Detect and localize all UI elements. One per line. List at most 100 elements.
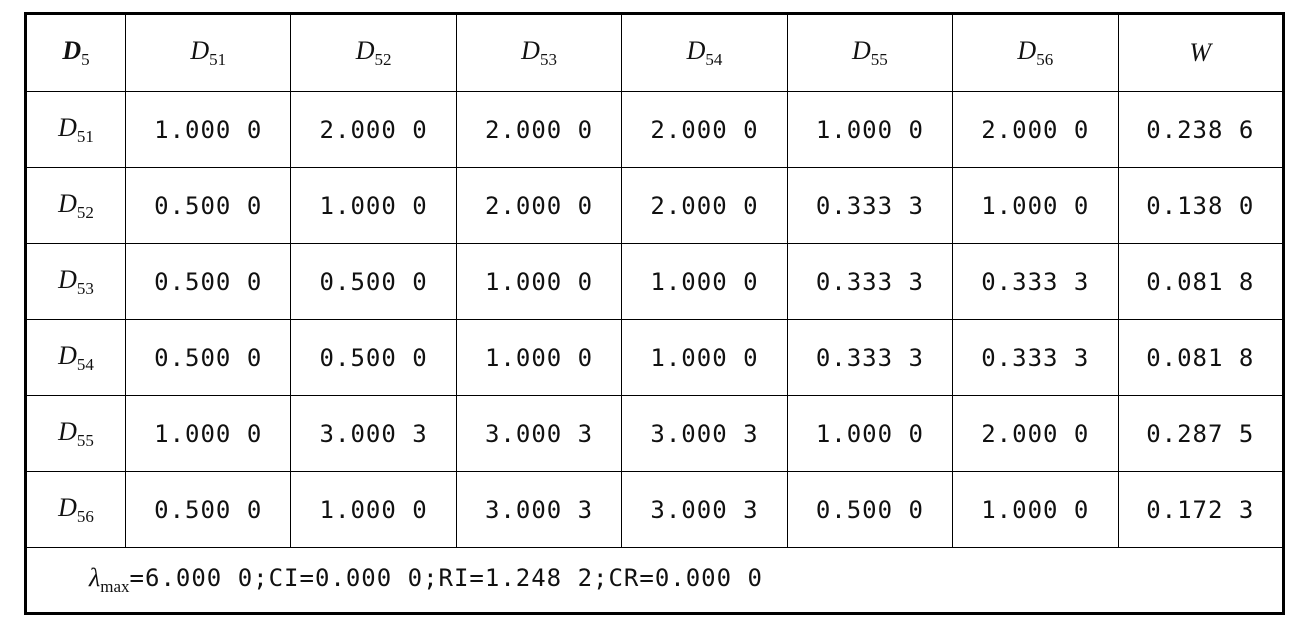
value-cell: 0.138 0 [1117,167,1285,244]
value: 1.000 0 [319,495,428,524]
value: 0.138 0 [1146,191,1255,220]
value: 1.000 0 [484,267,594,296]
value-cell: 3.000 3 [455,395,623,472]
value-cell: 2.000 0 [290,91,457,168]
header-cell: D51 [124,13,292,92]
value: 3.000 3 [484,419,594,448]
header-cell: W [1117,13,1285,92]
row-label: D52 [25,167,126,244]
value: 0.238 6 [1146,115,1255,144]
value-cell: 0.287 5 [1117,395,1285,472]
value-cell: 3.000 3 [621,471,788,548]
symbol: D [58,416,77,446]
value: 1.000 0 [650,343,759,372]
value-cell: 1.000 0 [952,471,1119,548]
value-cell: 1.000 0 [786,91,954,168]
header-cell: D53 [455,13,623,92]
symbol: D [686,36,706,65]
table-body: D5 D51 D52 D53 D54 D55 D56 W D51 1.000 0 2.000 0 2.… [25,13,1285,614]
row-label: D55 [25,395,126,472]
value-cell: 1.000 0 [290,167,457,244]
value-cell: 0.172 3 [1117,471,1285,548]
symbol: D [58,340,77,370]
symbol: D [355,36,375,65]
value: 3.000 3 [650,419,759,448]
symbol: D [58,264,77,294]
value: 0.333 3 [815,343,924,372]
subscript: 54 [76,354,94,374]
value-cell: 1.000 0 [952,167,1119,244]
value: 2.000 0 [981,419,1090,448]
symbol: D [58,188,77,218]
value: 2.000 0 [484,191,594,220]
value: 0.500 0 [154,343,263,372]
matrix-table: D5 D51 D52 D53 D54 D55 D56 W D51 1.000 0 2.000 0 2.… [24,12,1285,615]
value: 0.500 0 [319,267,428,296]
subscript: 51 [209,50,227,69]
symbol: W [1189,38,1212,67]
value-cell: 0.500 0 [124,243,292,320]
subscript: 53 [76,278,94,298]
value: 1.000 0 [154,419,263,448]
value-cell: 1.000 0 [621,319,788,396]
value-cell: 1.000 0 [124,395,292,472]
subscript: 5 [81,50,90,69]
subscript: max [100,577,130,596]
value-cell: 0.333 3 [952,319,1119,396]
data-row: D52 0.500 0 1.000 0 2.000 0 2.000 0 0.333 3 1.… [25,167,1285,244]
data-row: D54 0.500 0 0.500 0 1.000 0 1.000 0 0.333 3 0.… [25,319,1285,396]
value: 0.333 3 [815,267,924,296]
value-cell: 1.000 0 [455,319,623,396]
value: 1.000 0 [981,191,1090,220]
value-cell: 0.333 3 [786,319,954,396]
value-cell: 3.000 3 [621,395,788,472]
header-cell: D55 [786,13,954,92]
value-cell: 0.500 0 [290,243,457,320]
value-cell: 0.500 0 [290,319,457,396]
value: 2.000 0 [319,115,428,144]
footer-row: λmax=6.000 0;CI=0.000 0;RI=1.248 2;CR=0.… [25,547,1284,614]
data-row: D51 1.000 0 2.000 0 2.000 0 2.000 0 1.000 0 2.… [25,91,1285,168]
value-cell: 2.000 0 [621,167,788,244]
value: 1.000 0 [815,115,924,144]
value-cell: 1.000 0 [124,91,292,168]
value: 0.172 3 [1146,495,1255,524]
value: 0.081 8 [1146,343,1255,372]
value-cell: 0.500 0 [124,471,292,548]
symbol: D [58,492,77,522]
data-row: D55 1.000 0 3.000 3 3.000 3 3.000 3 1.000 0 2.… [25,395,1285,472]
row-label: D54 [25,319,126,396]
value-cell: 1.000 0 [621,243,788,320]
value: 1.000 0 [154,115,263,144]
value: 0.333 3 [815,191,924,220]
row-label: D53 [25,243,126,320]
header-cell: D5 [25,13,126,92]
value: 0.500 0 [815,495,924,524]
value: 1.000 0 [319,191,428,220]
value: 0.500 0 [319,343,428,372]
subscript: 54 [705,50,723,69]
symbol: D [1017,36,1037,65]
value: 3.000 3 [650,495,759,524]
value: 0.500 0 [154,495,263,524]
subscript: 56 [76,506,94,526]
symbol: D [190,36,210,65]
row-label: D56 [25,471,126,548]
row-label: D51 [25,91,126,168]
value: 2.000 0 [650,115,759,144]
value: 0.500 0 [154,267,263,296]
value: 1.000 0 [815,419,924,448]
header-row: D5 D51 D52 D53 D54 D55 D56 W [25,13,1285,92]
value: 2.000 0 [484,115,594,144]
subscript: 52 [76,202,94,222]
footer-text: =6.000 0;CI=0.000 0;RI=1.248 2;CR=0.000 … [129,564,763,592]
value-cell: 1.000 0 [290,471,457,548]
value-cell: 2.000 0 [455,91,623,168]
value: 0.081 8 [1146,267,1255,296]
value-cell: 0.500 0 [124,319,292,396]
value-cell: 0.500 0 [786,471,954,548]
value: 0.500 0 [154,191,263,220]
subscript: 53 [539,50,557,69]
value-cell: 0.081 8 [1117,319,1285,396]
